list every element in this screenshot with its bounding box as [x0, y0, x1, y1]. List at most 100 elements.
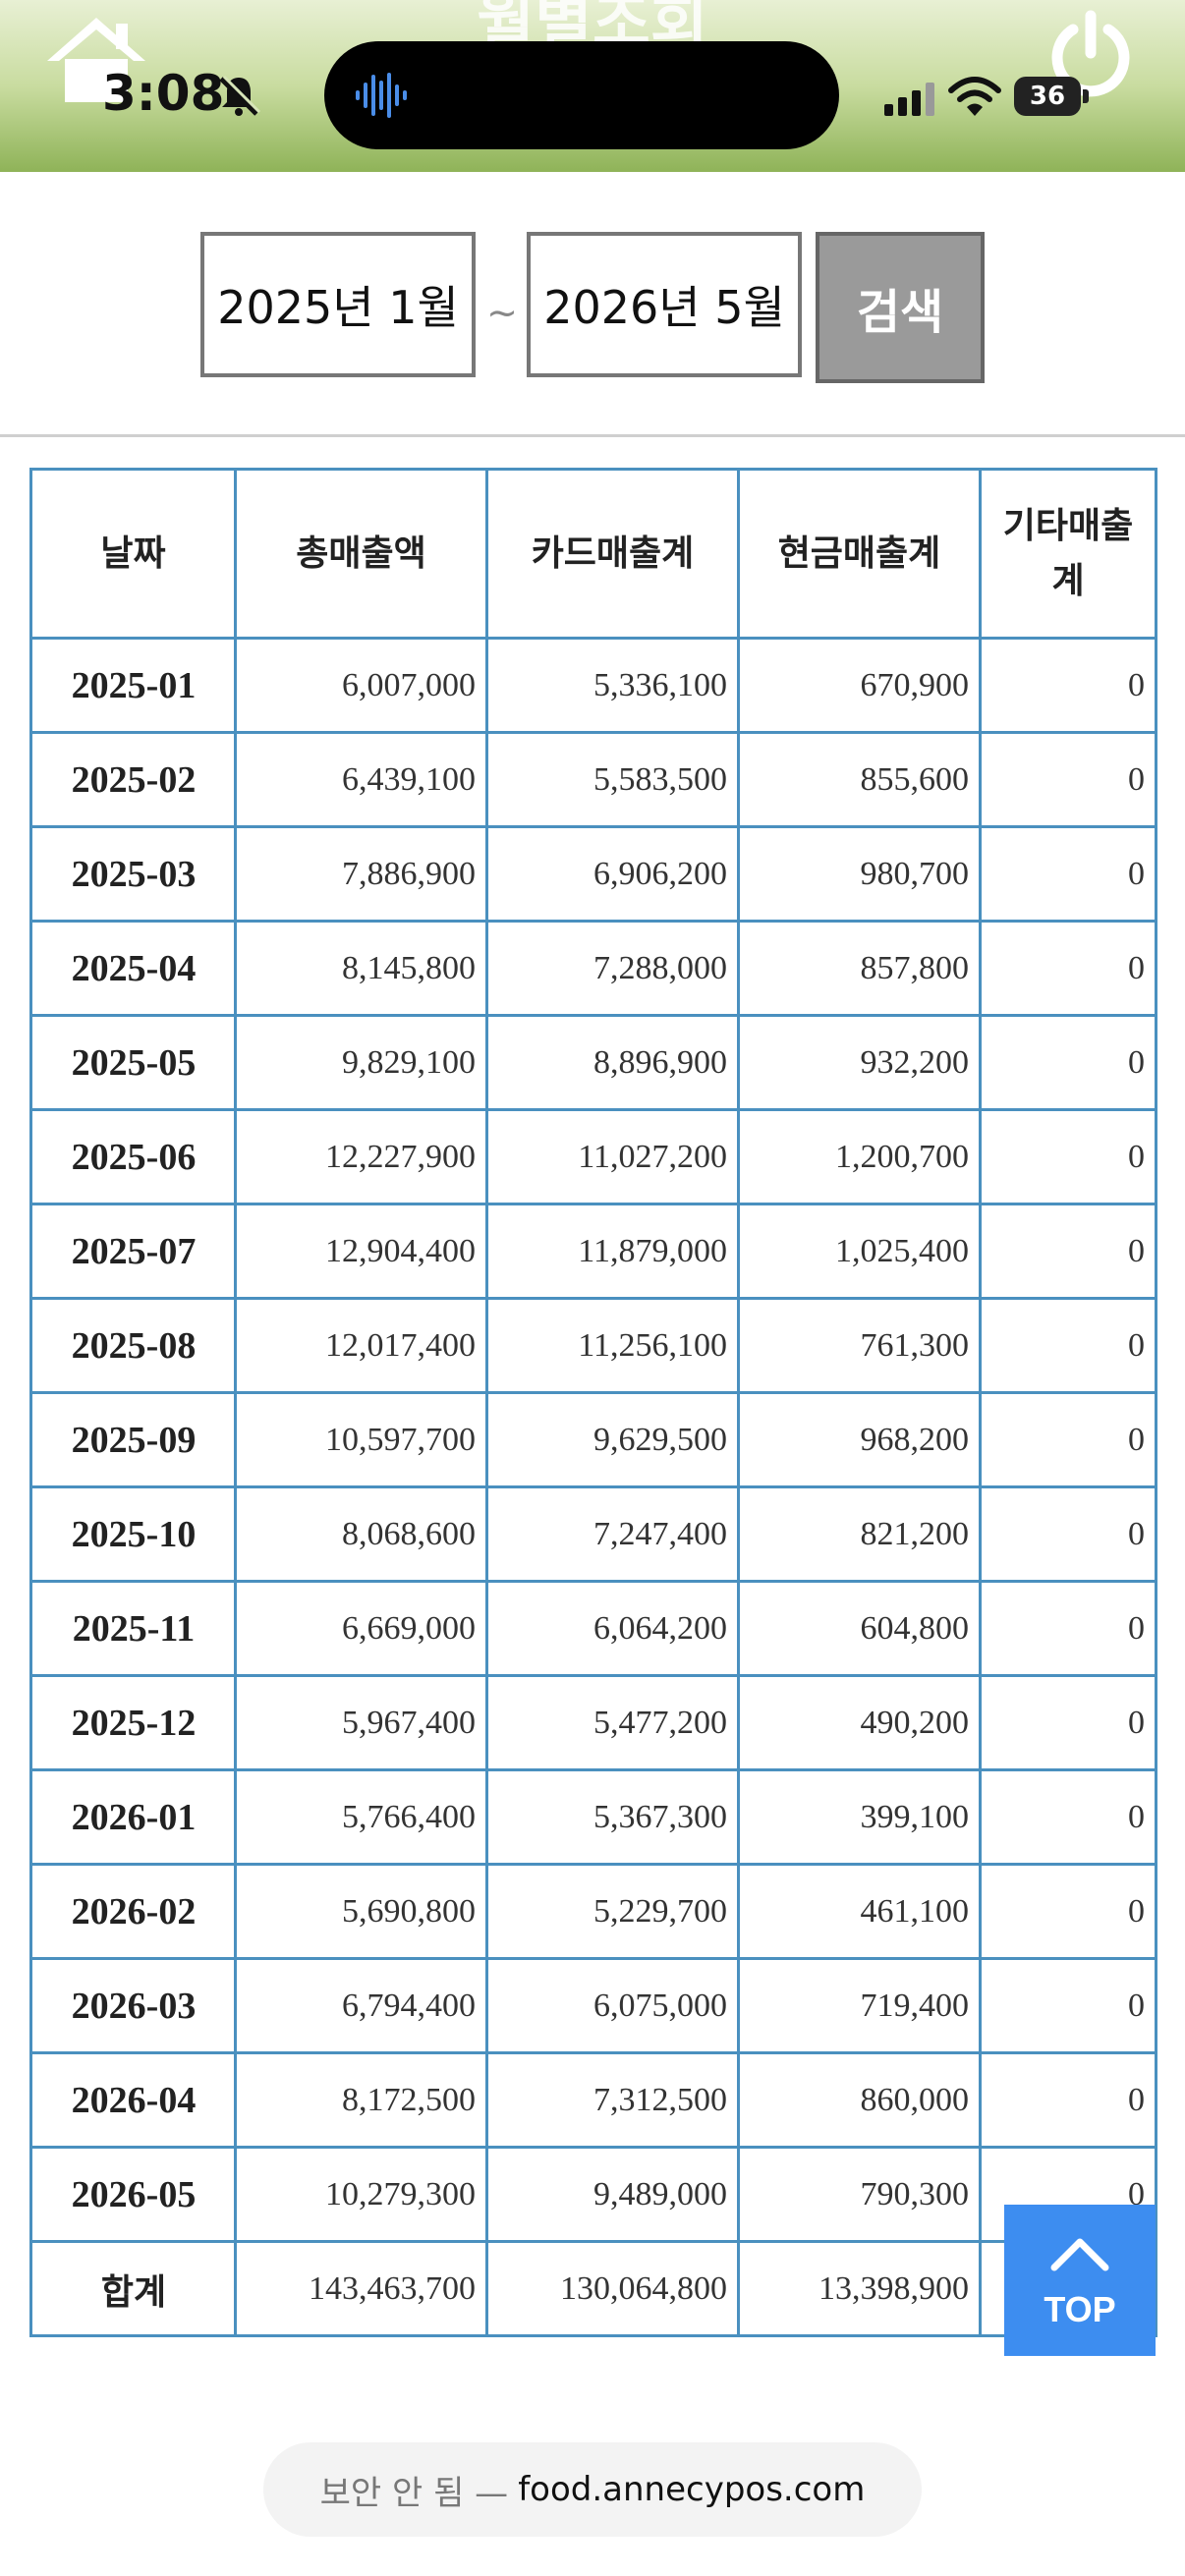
cell-date: 2025-01 [29, 637, 237, 734]
scroll-top-button[interactable]: TOP [1004, 2205, 1156, 2356]
start-month-select[interactable]: 2025년 1월 [200, 232, 476, 377]
cell-other-sales: 0 [979, 825, 1157, 923]
cell-card-sales: 7,312,500 [485, 2051, 740, 2149]
cell-total-sales: 6,669,000 [234, 1580, 488, 1677]
cell-card-sales: 5,229,700 [485, 1863, 740, 1960]
table-total-row: 합계 143,463,700 130,064,800 13,398,900 [29, 2240, 1157, 2337]
header-card-sales: 카드매출계 [485, 468, 740, 640]
cell-card-sales: 11,879,000 [485, 1203, 740, 1300]
cell-date: 2025-07 [29, 1203, 237, 1300]
cell-card-sales: 11,256,100 [485, 1297, 740, 1394]
cell-cash-sales: 790,300 [737, 2146, 982, 2243]
cell-other-sales: 0 [979, 2051, 1157, 2149]
cell-total-sales: 7,886,900 [234, 825, 488, 923]
dynamic-island [324, 41, 839, 149]
cell-card-sales: 6,064,200 [485, 1580, 740, 1677]
scroll-top-label: TOP [1044, 2289, 1116, 2329]
cell-date: 2025-04 [29, 920, 237, 1017]
cell-total-sales: 6,439,100 [234, 731, 488, 828]
header-cash-sales: 현금매출계 [737, 468, 982, 640]
cell-total-sales: 12,017,400 [234, 1297, 488, 1394]
table-row: 2025-08 12,017,400 11,256,100 761,300 0 [29, 1297, 1157, 1394]
cell-cash-sales: 860,000 [737, 2051, 982, 2149]
battery-level: 36 [1014, 77, 1081, 116]
cell-cash-sales: 855,600 [737, 731, 982, 828]
cell-total-sales: 10,279,300 [234, 2146, 488, 2243]
table-row: 2025-09 10,597,700 9,629,500 968,200 0 [29, 1391, 1157, 1488]
cell-other-sales: 0 [979, 1768, 1157, 1866]
cell-card-sales: 9,489,000 [485, 2146, 740, 2243]
cell-other-sales: 0 [979, 1014, 1157, 1111]
cell-total-sales: 5,690,800 [234, 1863, 488, 1960]
table-row: 2025-12 5,967,400 5,477,200 490,200 0 [29, 1674, 1157, 1771]
total-date: 합계 [29, 2240, 237, 2337]
cell-other-sales: 0 [979, 637, 1157, 734]
cell-card-sales: 5,583,500 [485, 731, 740, 828]
table-row: 2025-10 8,068,600 7,247,400 821,200 0 [29, 1485, 1157, 1583]
cell-cash-sales: 719,400 [737, 1957, 982, 2054]
cell-date: 2025-11 [29, 1580, 237, 1677]
cell-date: 2025-10 [29, 1485, 237, 1583]
cell-other-sales: 0 [979, 1957, 1157, 2054]
cell-date: 2025-08 [29, 1297, 237, 1394]
cell-card-sales: 11,027,200 [485, 1108, 740, 1205]
cell-total-sales: 8,068,600 [234, 1485, 488, 1583]
cell-total-sales: 8,145,800 [234, 920, 488, 1017]
cell-date: 2026-05 [29, 2146, 237, 2243]
cell-other-sales: 0 [979, 1580, 1157, 1677]
cell-date: 2025-09 [29, 1391, 237, 1488]
power-icon[interactable] [1044, 8, 1138, 102]
table-row: 2026-03 6,794,400 6,075,000 719,400 0 [29, 1957, 1157, 2054]
cell-cash-sales: 399,100 [737, 1768, 982, 1866]
battery-indicator: 36 [1014, 77, 1089, 116]
header-date: 날짜 [29, 468, 237, 640]
cell-card-sales: 5,477,200 [485, 1674, 740, 1771]
table-row: 2026-02 5,690,800 5,229,700 461,100 0 [29, 1863, 1157, 1960]
cell-other-sales: 0 [979, 920, 1157, 1017]
status-time: 3:08 [102, 65, 225, 122]
cell-card-sales: 5,367,300 [485, 1768, 740, 1866]
end-month-select[interactable]: 2026년 5월 [527, 232, 802, 377]
home-icon[interactable] [43, 14, 149, 102]
cell-date: 2026-03 [29, 1957, 237, 2054]
cell-total-sales: 12,904,400 [234, 1203, 488, 1300]
cell-other-sales: 0 [979, 1863, 1157, 1960]
url-domain: food.annecypos.com [518, 2470, 866, 2509]
cell-total-sales: 6,794,400 [234, 1957, 488, 2054]
cell-date: 2026-02 [29, 1863, 237, 1960]
search-button[interactable]: 검색 [816, 232, 985, 383]
table-header-row: 날짜 총매출액 카드매출계 현금매출계 기타매출 계 [29, 468, 1157, 640]
battery-tip [1083, 89, 1089, 103]
chevron-up-icon [1050, 2238, 1109, 2271]
header-other-sales: 기타매출 계 [979, 468, 1157, 640]
cell-total-sales: 8,172,500 [234, 2051, 488, 2149]
table-row: 2025-05 9,829,100 8,896,900 932,200 0 [29, 1014, 1157, 1111]
cell-cash-sales: 670,900 [737, 637, 982, 734]
cell-total-sales: 12,227,900 [234, 1108, 488, 1205]
table-row: 2026-01 5,766,400 5,367,300 399,100 0 [29, 1768, 1157, 1866]
address-bar[interactable]: 보안 안 됨 — food.annecypos.com [263, 2442, 922, 2537]
cell-other-sales: 0 [979, 1485, 1157, 1583]
table-row: 2026-04 8,172,500 7,312,500 860,000 0 [29, 2051, 1157, 2149]
divider [0, 434, 1185, 437]
cell-date: 2025-06 [29, 1108, 237, 1205]
total-total-sales: 143,463,700 [234, 2240, 488, 2337]
total-card-sales: 130,064,800 [485, 2240, 740, 2337]
app-header: 월별조회 3:08 36 [0, 0, 1185, 172]
cellular-signal-icon [884, 83, 934, 116]
cell-date: 2025-05 [29, 1014, 237, 1111]
audio-wave-icon [356, 73, 407, 118]
cell-date: 2026-04 [29, 2051, 237, 2149]
cell-date: 2025-12 [29, 1674, 237, 1771]
cell-cash-sales: 1,025,400 [737, 1203, 982, 1300]
cell-card-sales: 6,075,000 [485, 1957, 740, 2054]
range-separator: ~ [486, 291, 518, 334]
table-row: 2025-07 12,904,400 11,879,000 1,025,400 0 [29, 1203, 1157, 1300]
cell-card-sales: 5,336,100 [485, 637, 740, 734]
table-row: 2025-02 6,439,100 5,583,500 855,600 0 [29, 731, 1157, 828]
cell-cash-sales: 821,200 [737, 1485, 982, 1583]
cell-total-sales: 6,007,000 [234, 637, 488, 734]
table-row: 2025-06 12,227,900 11,027,200 1,200,700 0 [29, 1108, 1157, 1205]
total-cash-sales: 13,398,900 [737, 2240, 982, 2337]
cell-other-sales: 0 [979, 1108, 1157, 1205]
